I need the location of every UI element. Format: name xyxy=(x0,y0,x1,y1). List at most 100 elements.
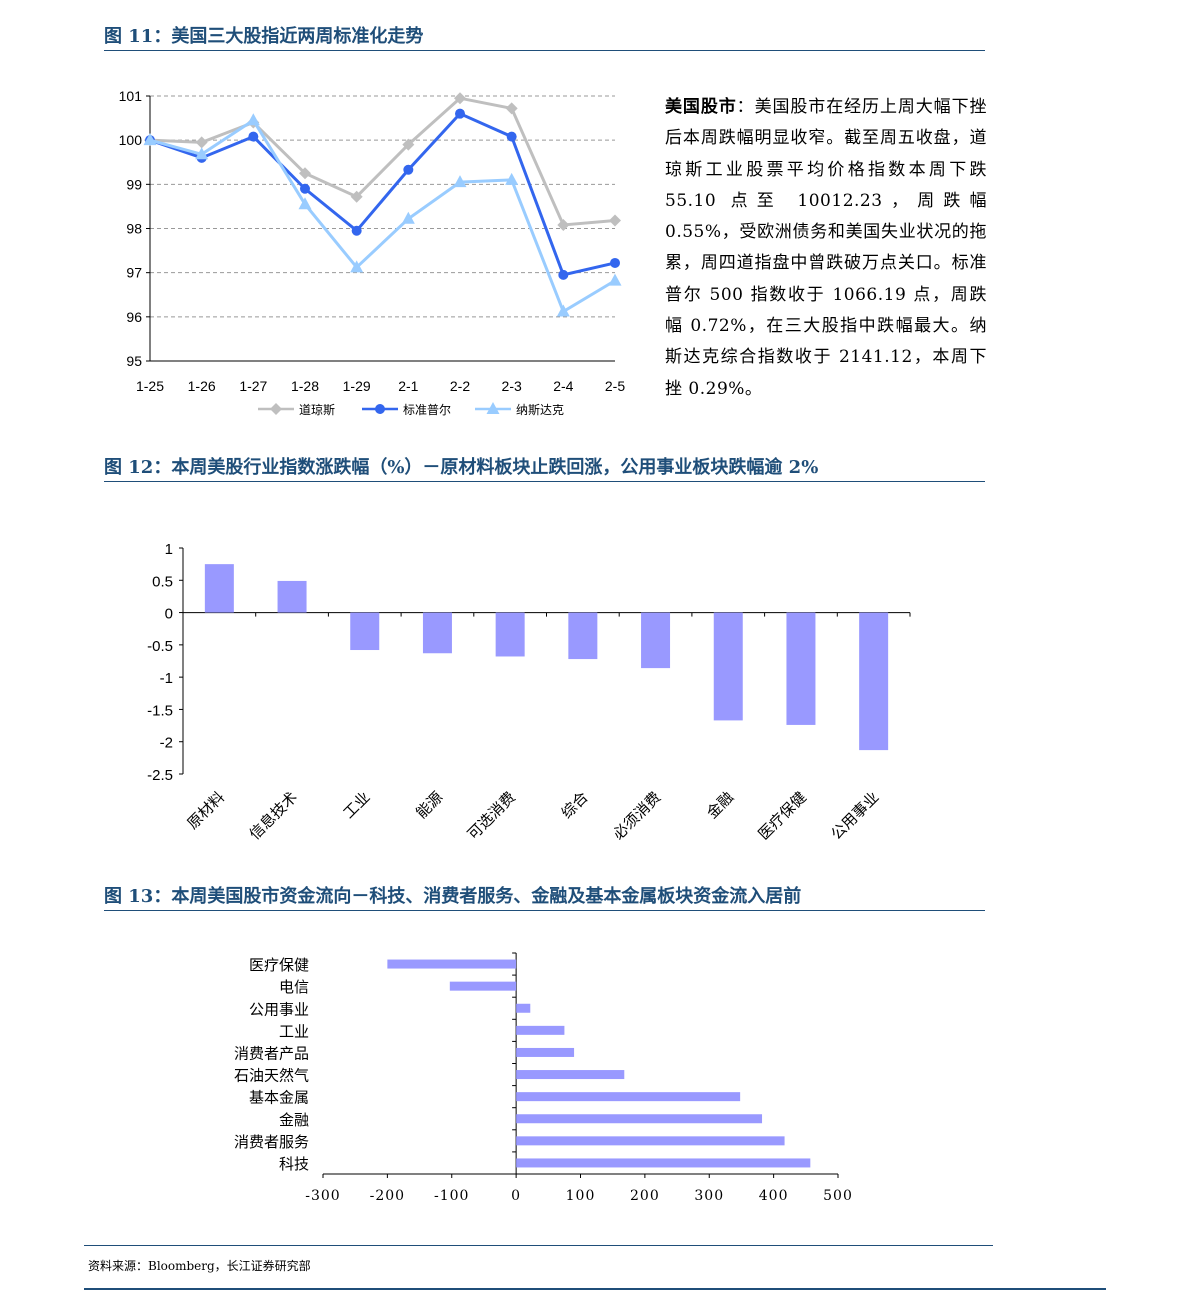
line-point xyxy=(455,108,465,119)
bar-category-label: 必须消费 xyxy=(610,789,664,843)
bar-category-label: 能源 xyxy=(413,789,446,822)
hbar-category-label: 医疗保健 xyxy=(249,956,309,974)
legend-marker xyxy=(270,403,282,415)
line-series xyxy=(149,111,616,277)
line-point xyxy=(609,214,621,227)
line-series xyxy=(149,118,616,314)
line-x-tick-label: 1-26 xyxy=(188,378,216,394)
line-x-tick-label: 1-29 xyxy=(343,378,371,394)
bar xyxy=(277,580,307,613)
hbar-category-label: 消费者产品 xyxy=(234,1044,309,1062)
line-point xyxy=(351,225,362,236)
hbar-category-label: 工业 xyxy=(279,1022,309,1040)
line-point xyxy=(453,175,467,188)
source-note: 资料来源：Bloomberg，长江证券研究部 xyxy=(88,1259,311,1273)
hbar-bar xyxy=(516,1092,741,1102)
line-x-tick-label: 1-27 xyxy=(239,378,267,394)
bar-category-label: 信息技术 xyxy=(246,789,300,843)
hbar-x-tick-label: -100 xyxy=(434,1188,469,1204)
hbar-bar xyxy=(516,1070,625,1080)
commentary-body: ：美国股市在经历上周大幅下挫后本周跌幅明显收窄。截至周五收盘，道琼斯工业股票平均… xyxy=(665,97,988,399)
footer-divider xyxy=(84,1245,993,1246)
hbar-bar xyxy=(516,1003,531,1013)
bar-category-label: 工业 xyxy=(340,789,373,822)
line-point xyxy=(195,136,208,149)
bar xyxy=(786,612,816,725)
line-point xyxy=(246,113,260,126)
line-y-tick-label: 101 xyxy=(119,88,143,104)
hbar-x-tick-label: -200 xyxy=(370,1188,405,1204)
page-bottom-rule xyxy=(84,1288,1106,1290)
legend-marker xyxy=(486,402,500,414)
fig11-title: 图 11：美国三大股指近两周标准化走势 xyxy=(104,22,985,51)
line-point xyxy=(505,102,518,115)
fig13-title: 图 13：本周美国股市资金流向－科技、消费者服务、金融及基本金属板块资金流入居前 xyxy=(104,882,985,911)
line-y-tick-label: 97 xyxy=(126,265,142,281)
legend-label: 道琼斯 xyxy=(299,402,335,417)
hbar-category-label: 石油天然气 xyxy=(234,1067,309,1085)
market-commentary: 美国股市：美国股市在经历上周大幅下挫后本周跌幅明显收窄。截至周五收盘，道琼斯工业… xyxy=(665,92,987,405)
hbar-x-tick-label: 500 xyxy=(823,1188,853,1204)
bar-y-tick-label: 0 xyxy=(165,606,173,623)
bar-category-label: 综合 xyxy=(558,789,591,822)
hbar-category-label: 公用事业 xyxy=(249,1000,309,1018)
hbar-x-tick-label: 100 xyxy=(566,1188,596,1204)
line-point xyxy=(298,197,312,210)
hbar-bar xyxy=(449,981,517,991)
line-point xyxy=(556,304,570,317)
line-point xyxy=(350,260,364,273)
bar-y-tick-label: 1 xyxy=(165,541,173,558)
line-point xyxy=(299,167,311,180)
line-point xyxy=(505,172,519,185)
commentary-label: 美国股市 xyxy=(665,97,737,117)
hbar-bar xyxy=(516,1136,785,1146)
hbar-category-label: 消费者服务 xyxy=(234,1133,309,1151)
bar-category-label: 医疗保健 xyxy=(755,789,809,843)
hbar-category-label: 基本金属 xyxy=(249,1089,309,1107)
bar-y-tick-label: -1.5 xyxy=(147,702,173,719)
line-point xyxy=(610,257,620,268)
line-y-tick-label: 99 xyxy=(126,176,142,192)
bar xyxy=(422,612,452,654)
hbar-x-tick-label: 400 xyxy=(759,1188,789,1204)
line-x-tick-label: 2-2 xyxy=(450,378,470,394)
line-point xyxy=(454,92,466,105)
line-series xyxy=(149,96,616,227)
bar xyxy=(350,612,380,651)
hbar-x-tick-label: 200 xyxy=(630,1188,660,1204)
bar-y-tick-label: -1 xyxy=(160,670,173,687)
bar xyxy=(859,612,889,751)
line-point xyxy=(300,183,310,194)
bar xyxy=(204,564,234,613)
line-y-tick-label: 96 xyxy=(126,309,142,325)
fig12-title: 图 12：本周美股行业指数涨跌幅（%）－原材料板块止跌回涨，公用事业板块跌幅逾 … xyxy=(104,453,985,482)
hbar-bar xyxy=(516,1114,763,1124)
bar-y-tick-label: -0.5 xyxy=(147,638,173,655)
line-point xyxy=(506,131,517,142)
bar xyxy=(641,612,671,669)
bar xyxy=(713,612,743,721)
hbar-x-tick-label: 300 xyxy=(694,1188,724,1204)
hbar-bar xyxy=(387,959,517,969)
hbar-bar xyxy=(516,1025,565,1035)
line-point xyxy=(557,218,570,231)
line-y-tick-label: 98 xyxy=(126,221,142,237)
line-x-tick-label: 1-25 xyxy=(136,378,164,394)
hbar-x-tick-label: -300 xyxy=(305,1188,340,1204)
line-point xyxy=(403,164,414,175)
line-x-tick-label: 1-28 xyxy=(291,378,319,394)
line-x-tick-label: 2-1 xyxy=(398,378,418,394)
legend-label: 标准普尔 xyxy=(403,402,451,417)
line-point xyxy=(608,273,622,286)
bar-category-label: 公用事业 xyxy=(828,789,882,843)
hbar-category-label: 科技 xyxy=(279,1155,309,1173)
legend-marker xyxy=(375,404,385,414)
hbar-bar xyxy=(516,1158,811,1168)
bar xyxy=(568,612,598,660)
line-point xyxy=(143,133,157,146)
line-x-tick-label: 2-4 xyxy=(553,378,573,394)
hbar-category-label: 金融 xyxy=(279,1111,309,1129)
bar-y-tick-label: -2 xyxy=(160,735,173,752)
line-y-tick-label: 100 xyxy=(119,132,143,148)
